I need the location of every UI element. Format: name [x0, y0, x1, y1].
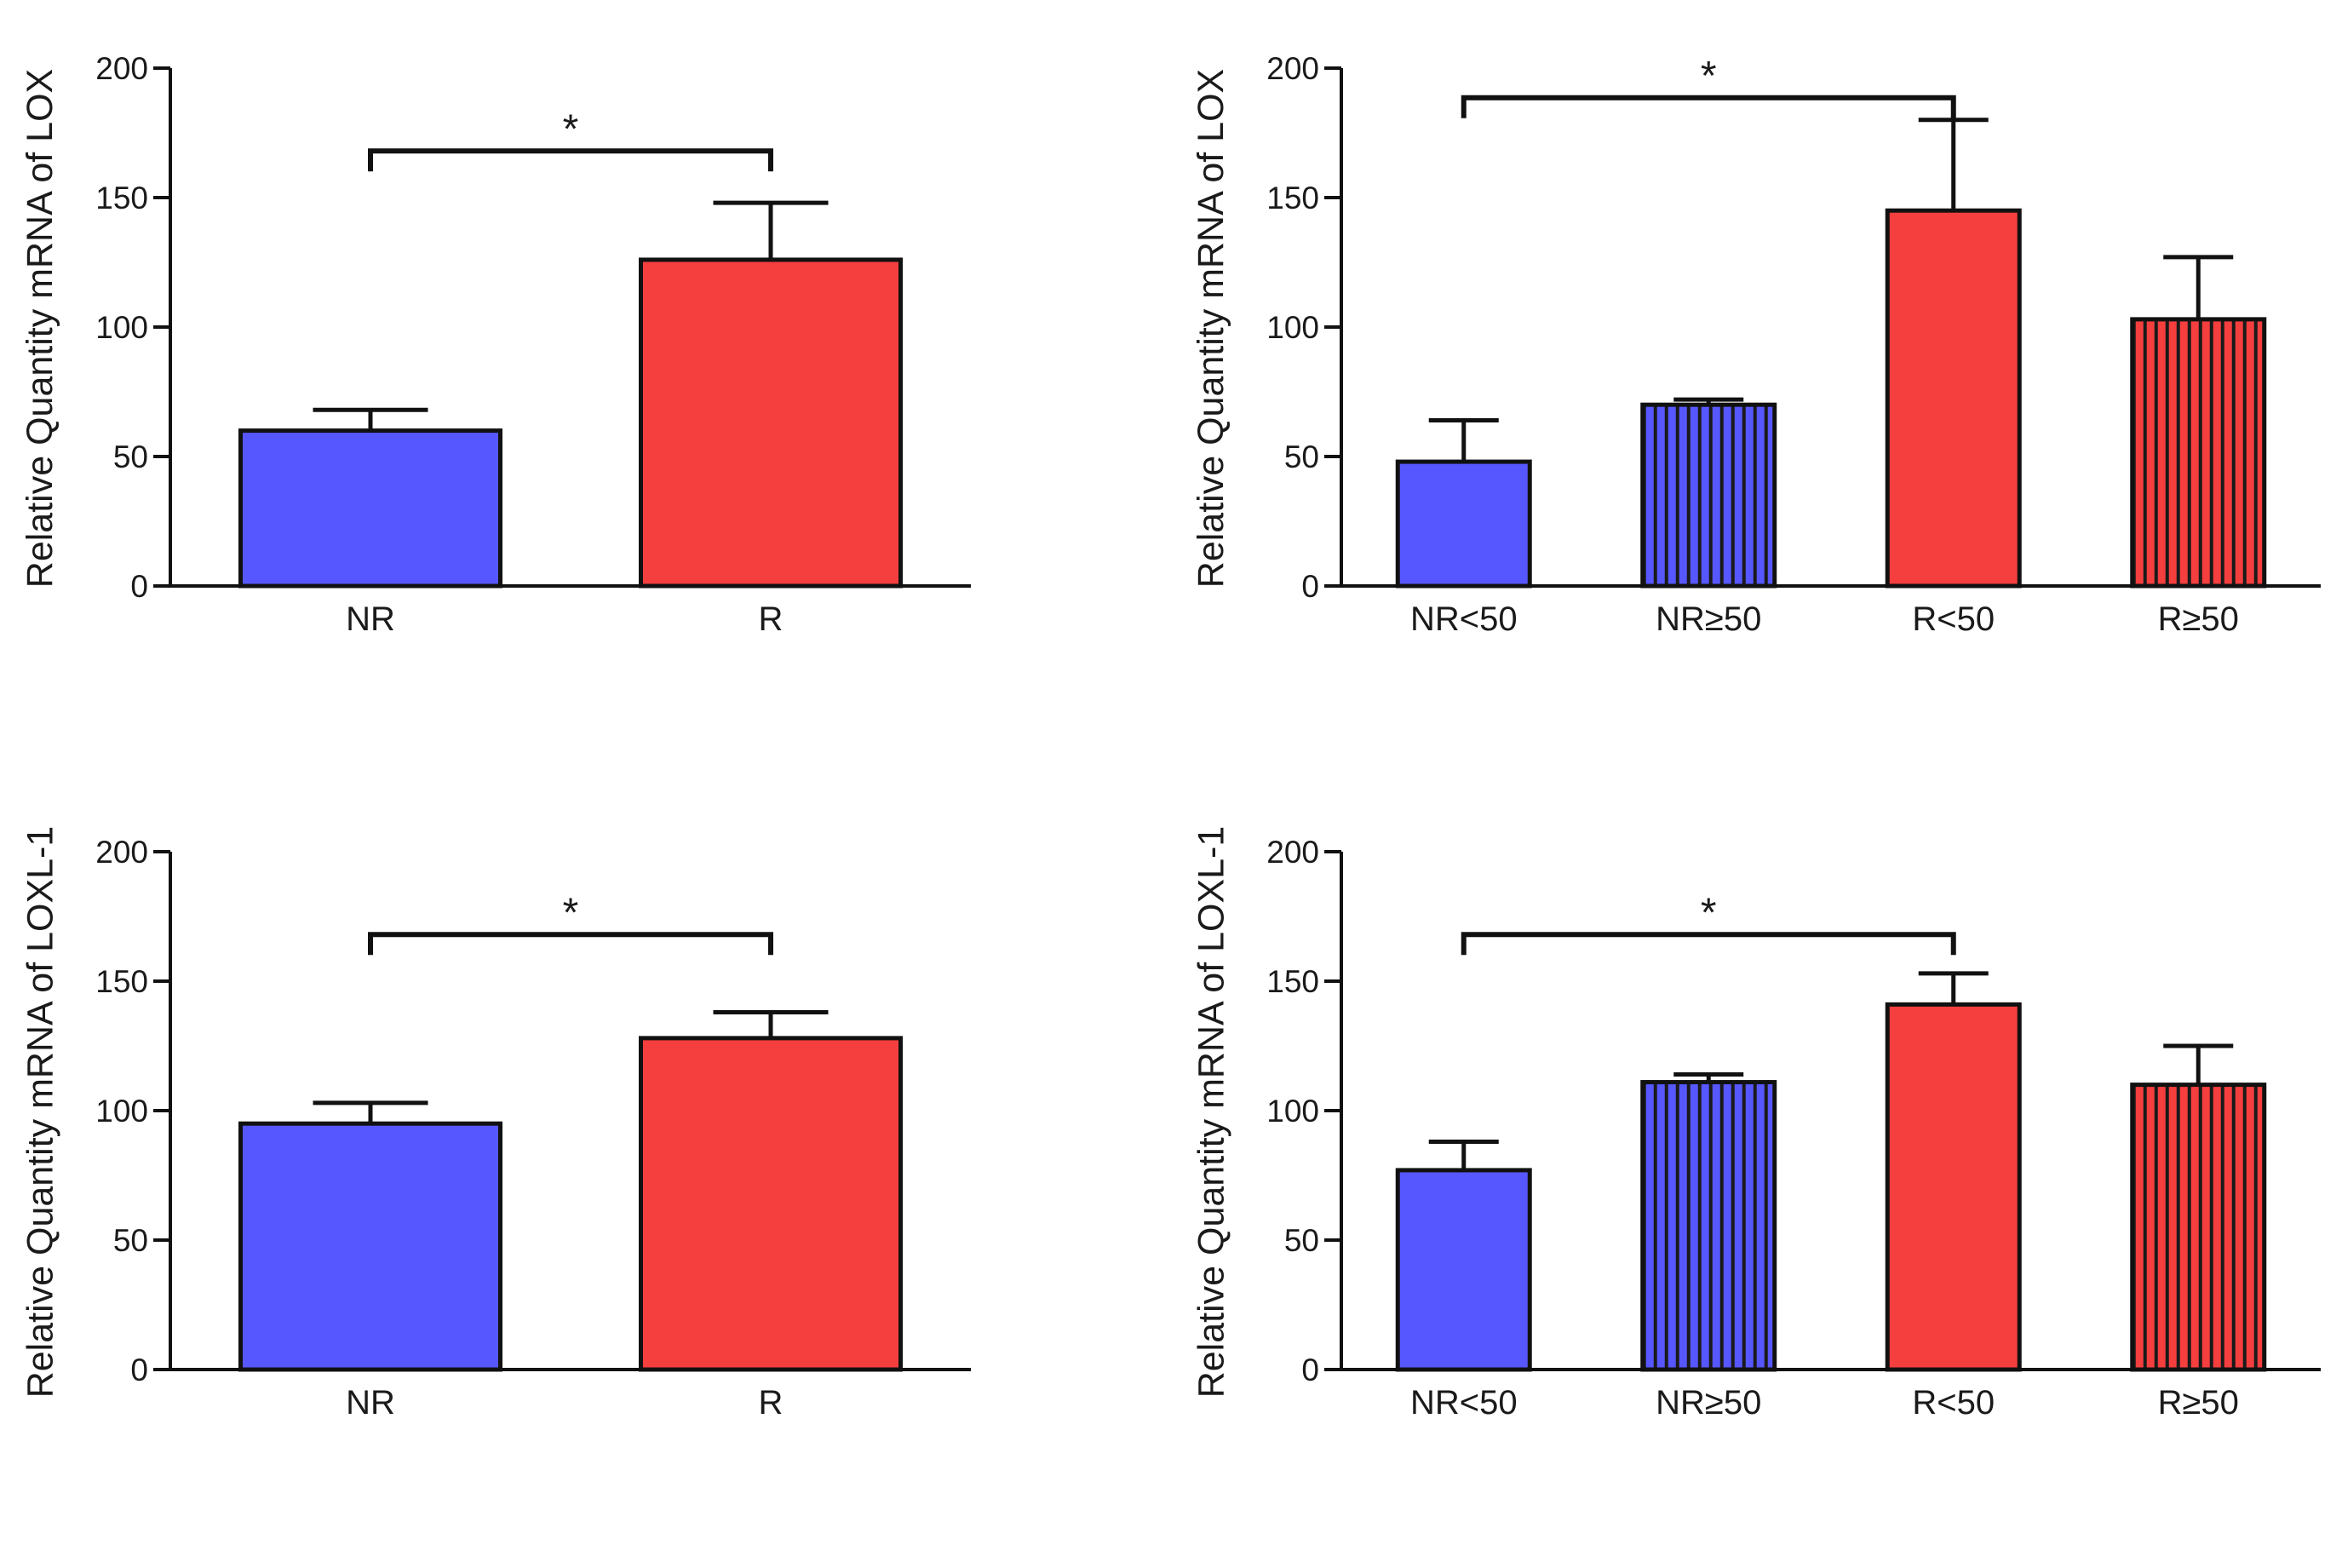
y-tick-label: 200 [95, 51, 148, 86]
significance-bracket [1461, 95, 1956, 118]
bar-NR<50 [1395, 459, 1532, 589]
x-tick-label: R<50 [1912, 1384, 1995, 1422]
significance-label: * [563, 106, 579, 152]
y-tick-label: 200 [1266, 835, 1319, 870]
x-tick-label: NR [346, 1384, 395, 1422]
x-tick-label: R<50 [1912, 600, 1995, 638]
y-tick-label: 0 [130, 1353, 148, 1387]
y-tick-label: 150 [95, 181, 148, 215]
y-tick-label: 100 [1266, 310, 1319, 345]
y-tick-label: 100 [1266, 1094, 1319, 1129]
bar-chart: 0 50 100 150 200 NR R * [95, 51, 971, 638]
y-tick-label: 100 [95, 1094, 148, 1129]
chart-panel-top-right: Relative Quantity mRNA of LOX 0 50 100 150 2… [1171, 0, 2342, 784]
significance-label: * [1701, 54, 1717, 99]
y-tick-label: 50 [113, 439, 148, 474]
bar-R≥50 [2130, 1083, 2267, 1372]
bar-R [639, 257, 903, 589]
significance-bracket [368, 148, 773, 172]
chart-panel-bottom-left: Relative Quantity mRNA of LOXL-1 0 50 100 1… [0, 784, 1171, 1567]
x-tick-label: NR<50 [1410, 600, 1518, 638]
y-tick-label: 150 [1266, 964, 1319, 999]
y-tick-label: 50 [1284, 1223, 1319, 1258]
bar-R [639, 1036, 903, 1372]
y-tick-label: 0 [130, 569, 148, 604]
bar-chart: 0 50 100 150 200 NR R * [95, 835, 971, 1422]
y-tick-label: 200 [95, 835, 148, 870]
y-tick-label: 50 [113, 1223, 148, 1258]
x-tick-label: R≥50 [2158, 600, 2239, 638]
significance-bracket [1461, 932, 1956, 956]
chart-panel-bottom-right: Relative Quantity mRNA of LOXL-1 0 50 100 1… [1171, 784, 2342, 1567]
bar-R<50 [1885, 208, 2022, 589]
x-tick-label: NR<50 [1410, 1384, 1518, 1422]
x-tick-label: R≥50 [2158, 1384, 2239, 1422]
significance-bracket [368, 932, 773, 956]
bar-R<50 [1885, 1002, 2022, 1372]
y-tick-label: 150 [1266, 181, 1319, 215]
y-tick-label: 200 [1266, 51, 1319, 86]
x-tick-label: NR≥50 [1656, 600, 1761, 638]
y-tick-label: 100 [95, 310, 148, 345]
y-tick-label: 150 [95, 964, 148, 999]
significance-label: * [563, 890, 579, 935]
x-tick-label: R [759, 1384, 784, 1422]
significance-label: * [1701, 890, 1717, 935]
bar-NR [238, 1121, 502, 1372]
bar-NR<50 [1395, 1168, 1532, 1372]
bar-chart: 0 50 100 150 200 NR<50 NR≥50 R<50 R≥50 * [1266, 835, 2321, 1422]
y-tick-label: 0 [1301, 569, 1319, 604]
bar-NR≥50 [1640, 402, 1777, 589]
bar-NR≥50 [1640, 1080, 1777, 1372]
y-tick-label: 50 [1284, 439, 1319, 474]
x-tick-label: NR≥50 [1656, 1384, 1761, 1422]
bar-R≥50 [2130, 317, 2267, 589]
bar-NR [238, 428, 502, 589]
bar-chart: 0 50 100 150 200 NR<50 NR≥50 R<50 R≥50 * [1266, 51, 2321, 638]
x-tick-label: NR [346, 600, 395, 638]
y-tick-label: 0 [1301, 1353, 1319, 1387]
x-tick-label: R [759, 600, 784, 638]
chart-panel-top-left: Relative Quantity mRNA of LOX 0 50 100 150 2… [0, 0, 1171, 784]
